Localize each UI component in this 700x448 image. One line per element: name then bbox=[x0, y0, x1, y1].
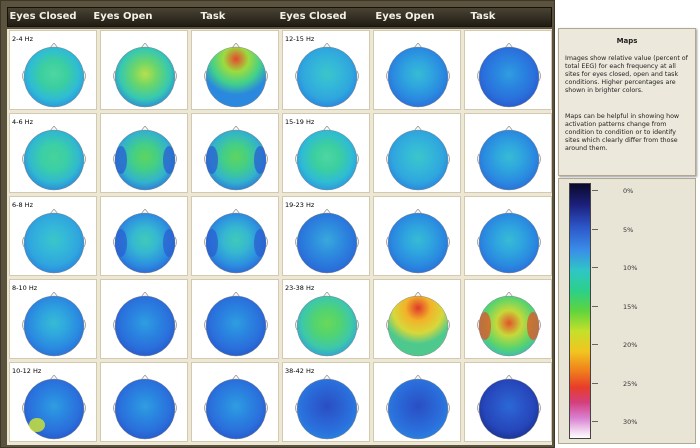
column-title: Eyes Closed bbox=[279, 11, 347, 22]
column-title: Task bbox=[470, 11, 496, 22]
info-box: Maps Images show relative value (percent… bbox=[558, 28, 696, 176]
head-topomap bbox=[112, 291, 178, 362]
topomap-cell: 6-8 Hz bbox=[9, 196, 97, 276]
topomap-cell bbox=[373, 196, 461, 276]
color-legend: 0% 5% 10% 15% 20% 25% 30% bbox=[558, 178, 696, 444]
band-label: 19-23 Hz bbox=[285, 201, 315, 209]
topomap-cell bbox=[373, 113, 461, 193]
head-topomap bbox=[294, 374, 360, 445]
head-topomap bbox=[21, 374, 87, 445]
topomap-cell bbox=[100, 30, 188, 110]
legend-tick-mark bbox=[592, 421, 598, 422]
band-label: 23-38 Hz bbox=[285, 284, 315, 292]
info-title: Maps bbox=[616, 37, 638, 45]
topomap-cell: 8-10 Hz bbox=[9, 279, 97, 359]
head-topomap bbox=[112, 374, 178, 445]
band-label: 15-19 Hz bbox=[285, 118, 315, 126]
band-label: 38-42 Hz bbox=[285, 367, 315, 375]
head-topomap bbox=[294, 125, 360, 196]
topomap-cell: 19-23 Hz bbox=[282, 196, 370, 276]
band-label: 6-8 Hz bbox=[12, 201, 33, 209]
legend-tick-label: 20% bbox=[623, 341, 638, 349]
head-topomap bbox=[112, 42, 178, 113]
head-topomap bbox=[294, 208, 360, 279]
head-topomap bbox=[112, 125, 178, 196]
topomap-cell: 38-42 Hz bbox=[282, 362, 370, 442]
topomap-cell bbox=[191, 196, 279, 276]
head-topomap bbox=[294, 42, 360, 113]
head-topomap bbox=[203, 125, 269, 196]
head-topomap bbox=[203, 42, 269, 113]
column-title: Eyes Open bbox=[375, 11, 435, 22]
legend-tick-label: 5% bbox=[623, 225, 634, 234]
topomap-cell bbox=[464, 30, 552, 110]
legend-tick-label: 0% bbox=[623, 187, 634, 195]
head-topomap bbox=[476, 374, 542, 445]
topomap-cell: 12-15 Hz bbox=[282, 30, 370, 110]
topomap-cell: 15-19 Hz bbox=[282, 113, 370, 193]
band-label: 4-6 Hz bbox=[12, 118, 33, 126]
topomap-cell bbox=[464, 279, 552, 359]
legend-tick-mark bbox=[592, 344, 598, 345]
topomap-cell bbox=[100, 113, 188, 193]
head-topomap bbox=[476, 42, 542, 113]
legend-tick-label: 10% bbox=[623, 264, 638, 272]
head-topomap bbox=[203, 291, 269, 362]
topomap-cell bbox=[464, 113, 552, 193]
topomap-cell: 2-4 Hz bbox=[9, 30, 97, 110]
legend-tick-label: 30% bbox=[623, 418, 638, 426]
column-header-bar: Eyes Closed Eyes Open Task Eyes Closed E… bbox=[7, 7, 552, 27]
head-topomap bbox=[21, 42, 87, 113]
head-topomap bbox=[385, 208, 451, 279]
topomap-cell bbox=[373, 362, 461, 442]
column-title: Eyes Closed bbox=[9, 11, 77, 22]
column-title: Eyes Open bbox=[93, 11, 153, 22]
head-topomap bbox=[476, 291, 542, 362]
info-paragraph: Images show relative value (percent of t… bbox=[565, 55, 688, 94]
topomap-cell bbox=[191, 279, 279, 359]
info-paragraph: Maps can be helpful in showing how activ… bbox=[565, 113, 680, 152]
legend-tick-label: 25% bbox=[623, 379, 638, 388]
band-label: 2-4 Hz bbox=[12, 35, 33, 43]
head-topomap bbox=[21, 291, 87, 362]
head-topomap bbox=[385, 125, 451, 196]
column-title: Task bbox=[200, 11, 226, 22]
band-label: 8-10 Hz bbox=[12, 284, 38, 292]
topomap-cell bbox=[191, 30, 279, 110]
head-topomap bbox=[203, 374, 269, 445]
topomap-cell bbox=[191, 362, 279, 442]
head-topomap bbox=[476, 208, 542, 279]
color-scale-bar bbox=[569, 183, 591, 439]
legend-tick-label: 15% bbox=[623, 302, 638, 311]
legend-tick-mark bbox=[592, 305, 598, 307]
head-topomap bbox=[385, 42, 451, 113]
head-topomap bbox=[385, 374, 451, 445]
head-topomap bbox=[294, 291, 360, 362]
topomap-cell bbox=[100, 279, 188, 359]
map-grid bbox=[7, 29, 552, 445]
topomap-cell: 4-6 Hz bbox=[9, 113, 97, 193]
head-topomap bbox=[385, 291, 451, 362]
head-topomap bbox=[476, 125, 542, 196]
topomap-cell bbox=[373, 30, 461, 110]
band-label: 10-12 Hz bbox=[12, 367, 42, 375]
head-topomap bbox=[21, 125, 87, 196]
topomap-cell bbox=[373, 279, 461, 359]
topomap-cell bbox=[191, 113, 279, 193]
band-label: 12-15 Hz bbox=[285, 35, 315, 43]
topomap-cell bbox=[464, 196, 552, 276]
head-topomap bbox=[112, 208, 178, 279]
topomap-cell bbox=[100, 196, 188, 276]
legend-tick-mark bbox=[592, 228, 598, 230]
head-topomap bbox=[203, 208, 269, 279]
head-topomap bbox=[21, 208, 87, 279]
legend-tick-mark bbox=[592, 382, 598, 384]
topomap-cell bbox=[100, 362, 188, 442]
legend-tick-mark bbox=[592, 190, 598, 191]
topomap-cell: 23-38 Hz bbox=[282, 279, 370, 359]
legend-tick-mark bbox=[592, 267, 598, 268]
topomap-cell: 10-12 Hz bbox=[9, 362, 97, 442]
topomap-cell bbox=[464, 362, 552, 442]
